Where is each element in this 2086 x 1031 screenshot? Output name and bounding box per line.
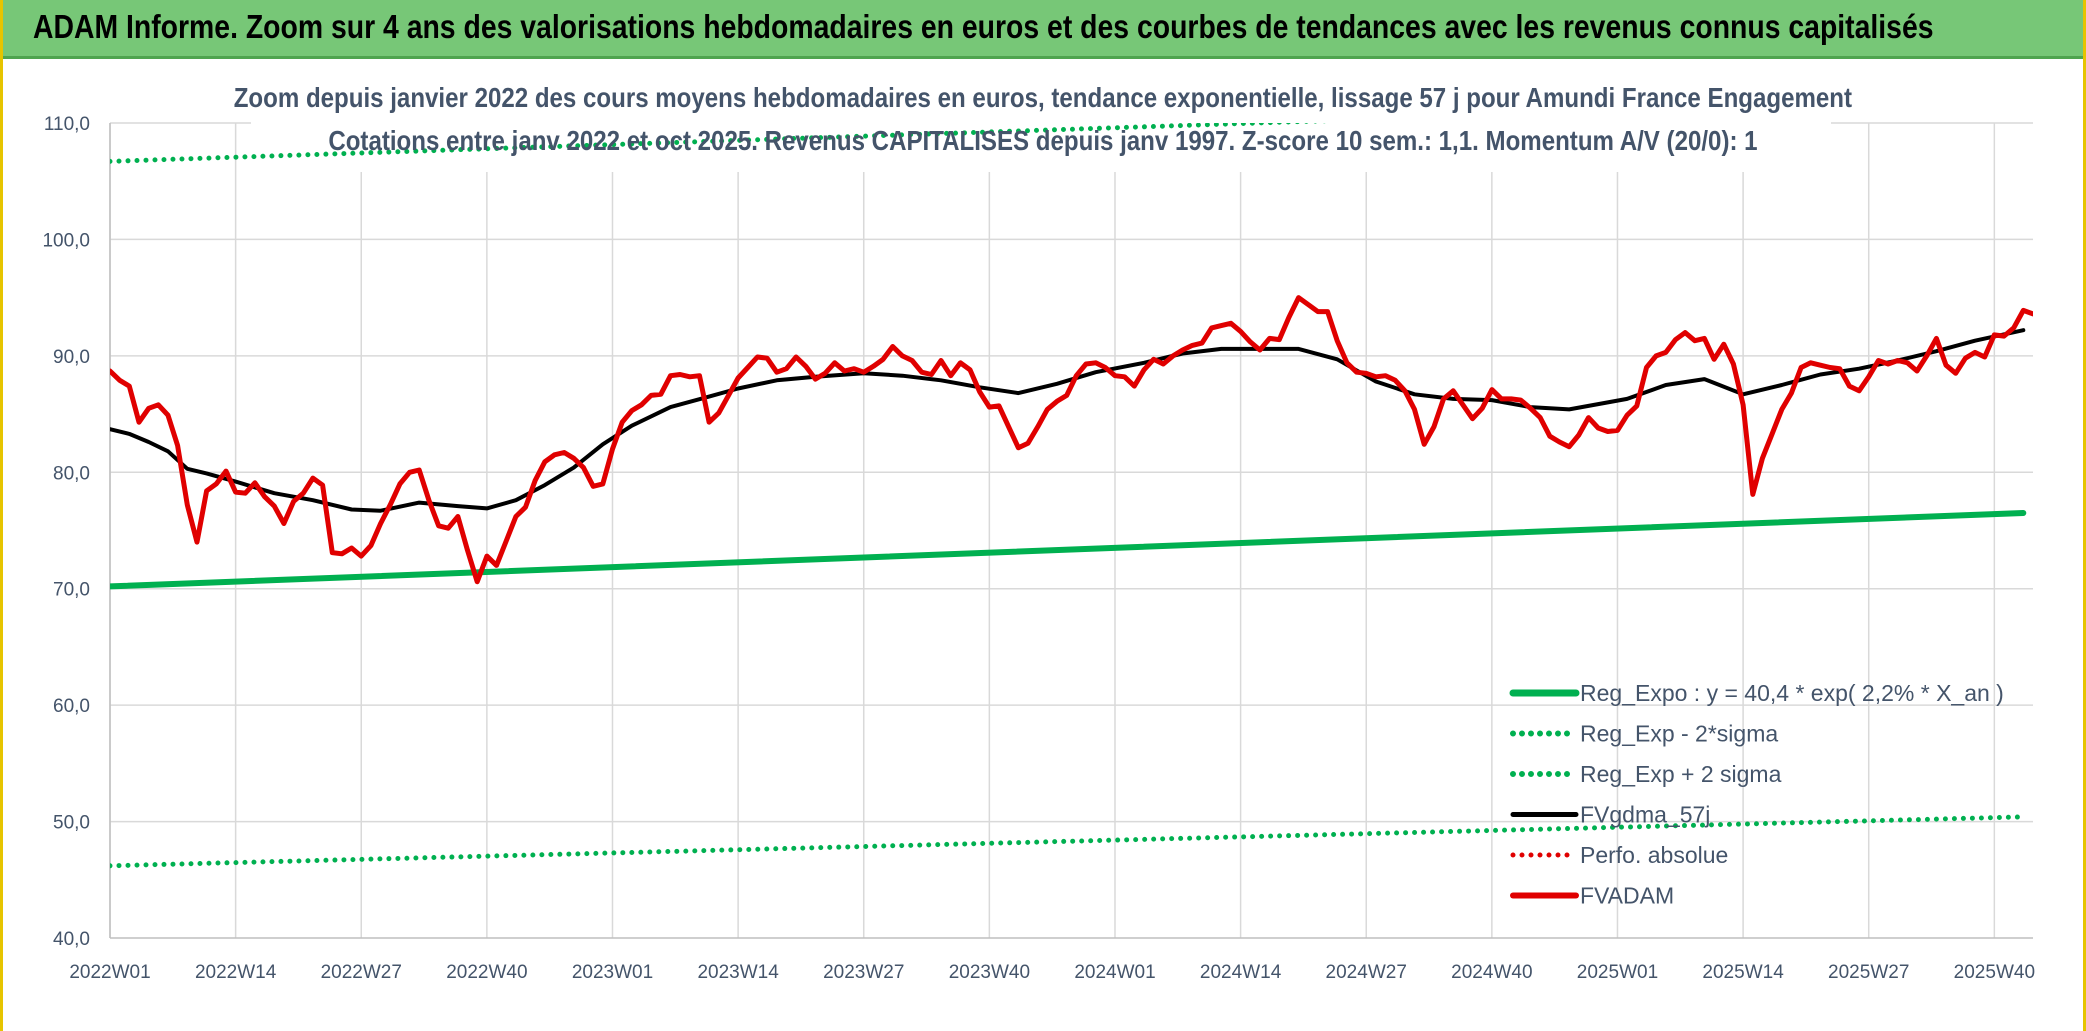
- title-backdrop: [251, 72, 1831, 172]
- x-tick-label: 2025W40: [1954, 962, 2035, 983]
- x-tick-label: 2025W01: [1577, 962, 1658, 983]
- y-tick-label: 110,0: [44, 114, 90, 135]
- x-tick-label: 2024W14: [1200, 962, 1282, 983]
- reg-expo-line: [110, 510, 2027, 590]
- chart-title-text: Zoom depuis janvier 2022 des cours moyen…: [233, 82, 1853, 113]
- x-tick-label: 2024W01: [1074, 962, 1155, 983]
- x-tick-label: 2022W27: [321, 962, 402, 983]
- x-tick-label: 2022W01: [69, 962, 150, 983]
- x-tick-label: 2025W14: [1702, 962, 1784, 983]
- x-tick-label: 2025W27: [1828, 962, 1909, 983]
- chart-subtitle: Cotations entre janv 2022 et oct 2025. R…: [3, 125, 2083, 157]
- x-tick-label: 2023W01: [572, 962, 653, 983]
- header-title: ADAM Informe. Zoom sur 4 ans des valoris…: [33, 8, 1934, 45]
- chart-subtitle-text: Cotations entre janv 2022 et oct 2025. R…: [328, 125, 1758, 156]
- y-tick-label: 70,0: [53, 580, 90, 601]
- x-tick-label: 2024W40: [1451, 962, 1532, 983]
- y-tick-label: 40,0: [53, 929, 90, 950]
- legend-label-reg-exp-minus-2sigma-line: Reg_Exp - 2*sigma: [1580, 721, 1778, 747]
- y-tick-label: 50,0: [53, 813, 90, 834]
- axes: [109, 72, 2033, 939]
- series-lines: [110, 123, 2033, 869]
- legend-label-reg-expo-line: Reg_Expo : y = 40,4 * exp( 2,2% * X_an ): [1580, 680, 2004, 706]
- y-tick-label: 80,0: [53, 463, 90, 484]
- chart-title: Zoom depuis janvier 2022 des cours moyen…: [3, 82, 2083, 114]
- legend-label-reg-exp-plus-2sigma-line: Reg_Exp + 2 sigma: [1580, 761, 1782, 787]
- x-tick-label: 2022W40: [446, 962, 527, 983]
- fvadam-line: [110, 295, 2033, 585]
- y-tick-label: 60,0: [53, 696, 90, 717]
- line-chart: 40,0 50,0 60,0 70,0 80,0 90,0 100,0 110,0 2022W0…: [42, 72, 2035, 983]
- legend-label-perfo-absolue-line: Perfo. absolue: [1580, 842, 1728, 868]
- grid-lines: [109, 122, 2033, 938]
- reg-exp-minus-2sigma-line: [110, 814, 2026, 869]
- header-bar: ADAM Informe. Zoom sur 4 ans des valoris…: [3, 0, 2083, 59]
- y-tick-label: 100,0: [42, 230, 90, 251]
- fvgdma-57j-line: [110, 328, 2026, 513]
- x-tick-label: 2024W27: [1326, 962, 1407, 983]
- x-tick-label: 2022W14: [195, 962, 277, 983]
- y-tick-label: 90,0: [53, 347, 90, 368]
- x-tick-label: 2023W40: [949, 962, 1030, 983]
- tick-labels: 40,0 50,0 60,0 70,0 80,0 90,0 100,0 110,0 2022W0…: [42, 114, 2035, 983]
- legend-label-fvadam-line: FVADAM: [1580, 883, 1674, 909]
- legend-label-fvgdma-57j-line: FVgdma_57j: [1580, 802, 1710, 828]
- x-tick-label: 2023W27: [823, 962, 904, 983]
- legend: Reg_Expo : y = 40,4 * exp( 2,2% * X_an )…: [1509, 680, 2004, 909]
- x-tick-label: 2023W14: [697, 962, 779, 983]
